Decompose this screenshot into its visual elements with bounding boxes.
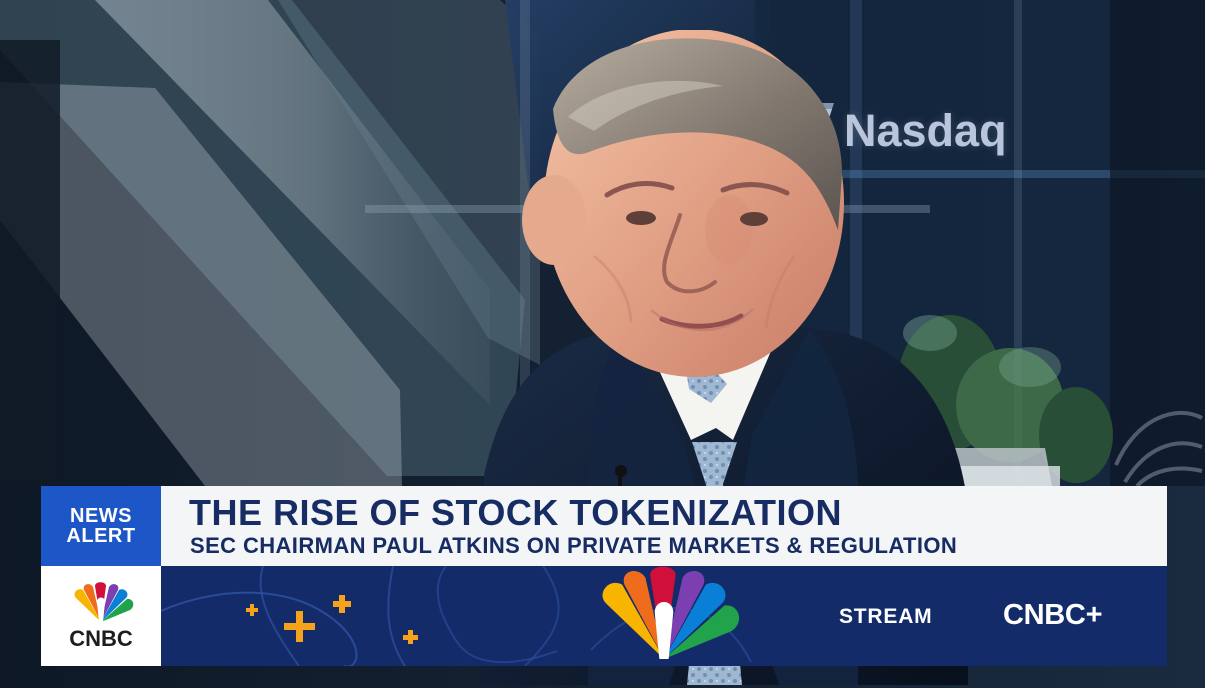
stream-promo-bar: STREAM CNBC+	[161, 566, 1167, 666]
headline-title: THE RISE OF STOCK TOKENIZATION	[189, 492, 843, 533]
stream-label: STREAM	[839, 605, 933, 628]
plus-icon	[403, 630, 418, 644]
news-lower-third: NEWS ALERT THE RISE OF STOCK TOKENIZATIO…	[41, 486, 1167, 666]
promo-decoration	[161, 566, 752, 666]
headline-subtitle: SEC CHAIRMAN PAUL ATKINS ON PRIVATE MARK…	[190, 533, 958, 558]
stream-brand: CNBC+	[1003, 599, 1103, 631]
network-logo-text: CNBC	[69, 626, 133, 651]
nasdaq-wordmark: Nasdaq	[844, 105, 1007, 156]
news-alert-line-2: ALERT	[66, 525, 136, 547]
plus-icon	[333, 595, 351, 613]
news-alert-line-1: NEWS	[70, 505, 132, 527]
plus-icon	[284, 611, 315, 642]
network-logo-box: CNBC	[41, 566, 161, 666]
news-alert-badge: NEWS ALERT	[41, 486, 161, 566]
headline-banner: THE RISE OF STOCK TOKENIZATION SEC CHAIR…	[161, 486, 1167, 566]
plus-icon	[246, 604, 258, 616]
cnbc-peacock-icon	[602, 566, 740, 660]
cnbc-peacock-icon	[74, 582, 134, 622]
